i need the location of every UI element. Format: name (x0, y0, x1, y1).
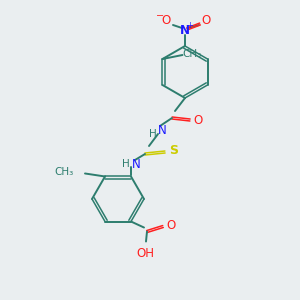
Text: −: − (156, 11, 164, 21)
Text: N: N (180, 25, 190, 38)
Text: OH: OH (136, 247, 154, 260)
Text: O: O (194, 113, 202, 127)
Text: O: O (161, 14, 171, 28)
Text: +: + (187, 22, 194, 31)
Text: CH₃: CH₃ (55, 167, 74, 178)
Text: S: S (169, 145, 178, 158)
Text: O: O (167, 219, 176, 232)
Text: O: O (201, 14, 211, 28)
Text: CH₃: CH₃ (183, 49, 202, 59)
Text: N: N (158, 124, 166, 137)
Text: N: N (132, 158, 140, 170)
Text: H: H (122, 159, 130, 169)
Text: H: H (149, 129, 157, 139)
